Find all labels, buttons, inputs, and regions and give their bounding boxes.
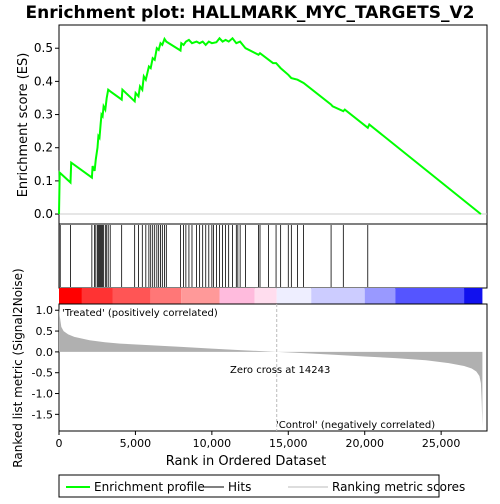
legend-box (58, 474, 440, 498)
es-y-tick-label: 0.1 (34, 174, 53, 188)
es-y-tick-label: 0.4 (34, 74, 53, 88)
legend-items: Enrichment profile Hits Ranking metric sco… (66, 480, 465, 494)
metric-y-axis-ticks: 1.0 0.5 0.0 -0.5 -1.0 -1.5 (32, 304, 59, 421)
positive-correlation-label: 'Treated' (positively correlated) (62, 308, 218, 319)
es-y-tick-label: 0.0 (34, 207, 53, 221)
metric-y-tick-label: -0.5 (32, 367, 53, 380)
es-y-axis-ticks: 0.0 0.1 0.2 0.3 0.4 0.5 (34, 41, 59, 221)
metric-y-axis-label: Ranked list metric (Signal2Noise) (11, 268, 25, 467)
color-bar-segment (464, 288, 483, 304)
metric-y-tick-label: -1.5 (32, 408, 53, 421)
metric-panel-frame (58, 303, 488, 432)
legend-label: Hits (228, 480, 251, 494)
legend: Enrichment profile Hits Ranking metric sco… (58, 474, 465, 498)
es-y-tick-label: 0.5 (34, 41, 53, 55)
color-bar-segment (59, 288, 82, 304)
x-tick-label: 15,000 (269, 437, 308, 450)
es-panel-frame (58, 24, 488, 225)
color-bar-segment (276, 288, 312, 304)
color-bar-segment (364, 288, 396, 304)
es-panel: 0.0 0.1 0.2 0.3 0.4 0.5 Enrichment score (ES) (16, 24, 488, 225)
ranked-metric-panel: Zero cross at 14243 'Treated' (positivel… (11, 268, 488, 469)
es-y-tick-label: 0.2 (34, 141, 53, 155)
color-bar-segment (219, 288, 255, 304)
color-bar-segment (395, 288, 465, 304)
es-y-tick-label: 0.3 (34, 108, 53, 122)
negative-correlation-label: 'Control' (negatively correlated) (276, 420, 435, 431)
color-bar-segment (254, 288, 277, 304)
color-bar-segment (150, 288, 182, 304)
x-tick-label: 20,000 (345, 437, 384, 450)
zero-cross-label: Zero cross at 14243 (230, 365, 330, 376)
hit-lines (59, 225, 369, 287)
x-tick-label: 25,000 (422, 437, 461, 450)
hits-panel (58, 223, 488, 289)
hits-panel-frame (58, 223, 488, 289)
metric-y-tick-label: 0.5 (36, 325, 54, 338)
metric-y-tick-label: 0.0 (36, 346, 54, 359)
color-bar-segment (181, 288, 220, 304)
color-bar-segment (311, 288, 365, 304)
color-bar-segment (112, 288, 151, 304)
legend-label: Ranking metric scores (332, 480, 465, 494)
chart-title: Enrichment plot: HALLMARK_MYC_TARGETS_V2 (26, 3, 475, 23)
es-y-axis-label: Enrichment score (ES) (16, 53, 31, 198)
x-axis-label: Rank in Ordered Dataset (166, 454, 327, 469)
x-tick-label: 5,000 (120, 437, 152, 450)
x-tick-label: 0 (56, 437, 63, 450)
es-profile-line (58, 36, 482, 215)
metric-y-tick-label: -1.0 (32, 388, 53, 401)
x-axis-ticks: 0 5,000 10,000 15,000 20,000 25,000 (56, 431, 461, 450)
rank-color-bar (59, 288, 483, 304)
legend-label: Enrichment profile (94, 480, 205, 494)
x-tick-label: 10,000 (193, 437, 232, 450)
color-bar-segment (81, 288, 113, 304)
metric-y-tick-label: 1.0 (36, 304, 54, 317)
